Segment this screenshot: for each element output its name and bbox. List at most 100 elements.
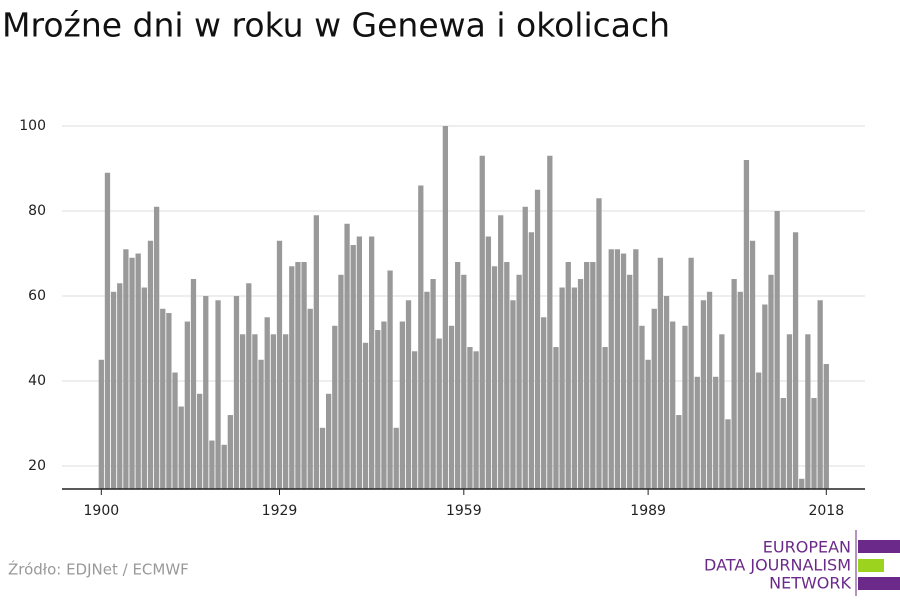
bar [356, 236, 363, 489]
bar [805, 334, 811, 489]
bar [246, 283, 252, 489]
bar [418, 185, 424, 490]
bar [657, 257, 664, 489]
bar [455, 262, 461, 489]
logo-bar [858, 540, 900, 553]
bar [264, 317, 270, 489]
x-tick-label: 1900 [84, 503, 120, 519]
bar [731, 279, 737, 489]
bar [491, 266, 498, 489]
bar [135, 253, 141, 489]
bar [196, 393, 203, 489]
bar [252, 334, 258, 489]
bar [780, 398, 786, 489]
bar [762, 304, 768, 489]
bar [166, 313, 172, 489]
bar [577, 279, 584, 489]
y-tick-label: 60 [28, 288, 46, 304]
bar [141, 287, 147, 489]
bar [602, 347, 608, 489]
logo-text: NETWORK [769, 574, 851, 593]
x-tick-label: 2018 [808, 503, 844, 519]
bar [547, 155, 553, 490]
y-tick-label: 20 [28, 458, 46, 474]
x-tick-label: 1959 [446, 503, 482, 519]
bar [670, 321, 676, 489]
bar [184, 321, 190, 489]
bar [412, 351, 418, 489]
bar [295, 262, 301, 489]
bar [307, 308, 313, 489]
bar [436, 338, 442, 489]
bar [221, 444, 227, 489]
bar [725, 419, 731, 489]
bar [565, 262, 571, 489]
bar [627, 274, 633, 489]
bar [178, 406, 184, 489]
bar [651, 308, 657, 489]
bar [424, 291, 430, 489]
bar [282, 334, 289, 489]
bar [645, 359, 651, 489]
bar [117, 283, 123, 489]
bar [147, 240, 154, 489]
bar [190, 279, 197, 489]
bar [172, 372, 178, 489]
y-tick-label: 40 [28, 373, 46, 389]
bar [362, 342, 369, 489]
bar [522, 206, 528, 490]
bar [811, 398, 817, 489]
bar [239, 334, 246, 489]
y-tick-label: 100 [19, 118, 46, 134]
bar [387, 270, 393, 489]
bar [270, 334, 276, 489]
bar [614, 249, 621, 489]
bar [110, 291, 117, 489]
bar [639, 325, 645, 489]
bar [516, 274, 522, 489]
bar [590, 262, 596, 489]
bar [485, 236, 492, 489]
bar [344, 223, 350, 489]
bar [399, 321, 406, 489]
source: Źródło: EDJNet / ECMWF [8, 560, 189, 579]
bar [792, 232, 799, 489]
bar [153, 206, 160, 490]
bar [276, 240, 283, 489]
bar [350, 245, 356, 489]
bar [694, 376, 700, 489]
bar [332, 325, 338, 489]
logo: EUROPEAN DATA JOURNALISM NETWORK [704, 530, 900, 596]
logo-bar [858, 577, 900, 590]
bar [700, 300, 707, 489]
bar [233, 296, 240, 489]
logo-text: EUROPEAN [763, 538, 851, 557]
bar [430, 279, 436, 489]
bar [313, 215, 319, 489]
x-tick-label: 1989 [630, 503, 666, 519]
bar [541, 317, 547, 489]
bar [326, 393, 332, 489]
bar [596, 198, 602, 489]
bar [756, 372, 762, 489]
bar [129, 257, 135, 489]
bar [227, 415, 233, 489]
bar [633, 249, 639, 489]
bar [534, 189, 541, 489]
bar [123, 249, 129, 489]
bar [473, 351, 479, 489]
bar [786, 334, 793, 489]
bar [817, 300, 823, 489]
bar [448, 325, 455, 489]
bar [719, 334, 725, 489]
bar [510, 300, 516, 489]
bar [706, 291, 713, 489]
bar [405, 300, 412, 489]
bar [369, 236, 375, 489]
bar [504, 262, 510, 489]
bar [479, 155, 485, 490]
bar [338, 274, 344, 489]
bar [98, 359, 104, 489]
bar [215, 300, 221, 489]
